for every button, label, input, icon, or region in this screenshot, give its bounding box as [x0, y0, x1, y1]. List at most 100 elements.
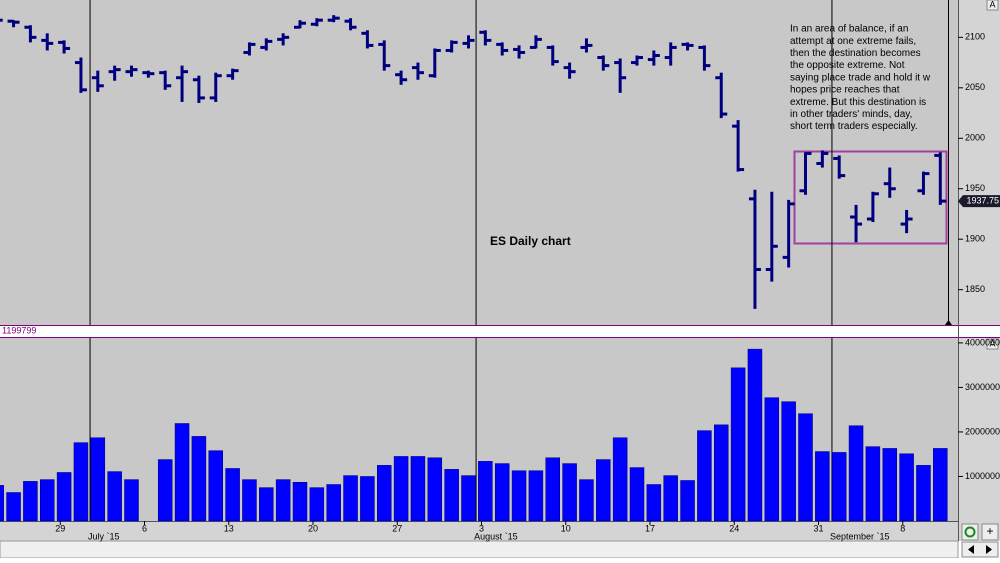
y-tick-label: 1000000: [965, 471, 1000, 481]
volume-bar: [781, 401, 796, 522]
volume-bar: [697, 430, 712, 522]
month-label: July `15: [88, 531, 120, 541]
y-tick-label: 1900: [965, 234, 985, 244]
annotation-line: saying place trade and hold it w: [790, 72, 931, 83]
annotation-line: attempt at one extreme fails,: [790, 36, 916, 47]
annotation-line: in other traders' minds, day,: [790, 109, 912, 120]
scroll-arrows[interactable]: [961, 541, 999, 558]
refresh-button[interactable]: [961, 523, 979, 541]
x-tick-label: 20: [308, 523, 318, 533]
y-tick-label: 1850: [965, 284, 985, 294]
x-tick-label: 10: [561, 523, 571, 533]
volume-bar: [764, 397, 780, 522]
autoscale-button[interactable]: [986, 0, 999, 11]
annotation-line: then the destination becomes: [790, 48, 921, 59]
volume-bar: [309, 487, 325, 522]
x-tick-label: 17: [645, 523, 655, 533]
volume-bar: [916, 465, 931, 522]
volume-bar: [680, 480, 695, 522]
volume-bar: [545, 457, 560, 522]
volume-bar: [882, 448, 897, 522]
volume-bar: [393, 456, 409, 522]
volume-bar: [478, 461, 493, 522]
x-tick-label: 24: [729, 523, 739, 533]
volume-bar: [107, 471, 122, 522]
volume-bar: [90, 437, 106, 522]
volume-bar: [663, 475, 678, 522]
x-tick-label: 3: [479, 523, 484, 533]
volume-bar: [528, 470, 544, 522]
autoscale-label: A: [989, 0, 995, 9]
x-tick-label: 6: [142, 523, 147, 533]
zoom-button[interactable]: [981, 523, 999, 541]
time-axis-area: [0, 521, 1000, 541]
volume-bar: [0, 485, 4, 522]
volume-bar: [562, 463, 577, 522]
volume-bar: [343, 475, 358, 522]
autoscale-label: A: [989, 338, 995, 348]
scroll-arrow-icons: [968, 545, 992, 554]
annotation-line: hopes price reaches that: [790, 85, 900, 96]
annotation-line: In an area of balance, if an: [790, 24, 908, 35]
volume-bar: [596, 459, 611, 522]
volume-bar: [410, 456, 426, 522]
volume-bar: [747, 348, 763, 522]
balance-box: [793, 150, 948, 245]
volume-bar: [831, 452, 847, 522]
price-panel: [0, 0, 958, 325]
y-tick-label: 4000000: [965, 337, 1000, 347]
volume-bar: [56, 472, 72, 522]
autoscale-button[interactable]: [986, 338, 999, 350]
volume-axis-area: [958, 338, 1000, 521]
volume-bar: [899, 453, 914, 522]
volume-bar: [326, 484, 341, 522]
volume-bar: [629, 467, 645, 522]
volume-bar: [646, 484, 662, 522]
volume-bar: [208, 450, 223, 522]
volume-bar: [73, 442, 89, 522]
x-tick-label: 29: [55, 523, 65, 533]
volume-bar: [174, 423, 190, 522]
volume-bar: [157, 459, 173, 522]
volume-bar: [242, 479, 257, 522]
chart-title: ES Daily chart: [490, 234, 571, 248]
volume-bar: [23, 481, 38, 522]
y-tick-label: 2050: [965, 82, 985, 92]
volume-bar: [494, 463, 510, 522]
scrollbar[interactable]: [0, 540, 959, 559]
volume-bar: [511, 470, 527, 522]
volume-bar: [730, 367, 746, 522]
x-tick-label: 13: [224, 523, 234, 533]
volume-bar: [714, 424, 729, 522]
volume-bar: [933, 448, 948, 522]
month-label: September `15: [830, 531, 890, 541]
volume-bar: [40, 479, 55, 522]
annotation-line: the opposite extreme. Not: [790, 60, 905, 71]
volume-bar: [225, 468, 240, 522]
volume-bar: [427, 457, 443, 522]
volume-bar: [461, 475, 476, 522]
volume-bar: [259, 487, 274, 522]
volume-bar: [360, 476, 375, 522]
volume-bar: [275, 479, 291, 522]
volume-bar: [798, 413, 813, 522]
y-tick-label: 3000000: [965, 382, 1000, 392]
volume-bar: [377, 465, 392, 522]
volume-bar: [848, 425, 864, 522]
annotation-line: short term traders especially.: [790, 121, 918, 132]
price-axis-area: [958, 0, 1000, 325]
annotation-line: extreme. But this destination is: [790, 97, 926, 108]
y-tick-label: 2000000: [965, 426, 1000, 436]
volume-readout: 1199799: [2, 325, 36, 335]
y-tick-label: 2000: [965, 133, 985, 143]
volume-bar: [191, 436, 207, 522]
volume-bar: [612, 437, 628, 522]
month-label: August `15: [474, 531, 518, 541]
y-tick-label: 1950: [965, 183, 985, 193]
x-tick-label: 8: [900, 523, 905, 533]
x-tick-label: 31: [813, 523, 823, 533]
volume-bar: [579, 479, 594, 522]
volume-bar: [865, 446, 881, 522]
